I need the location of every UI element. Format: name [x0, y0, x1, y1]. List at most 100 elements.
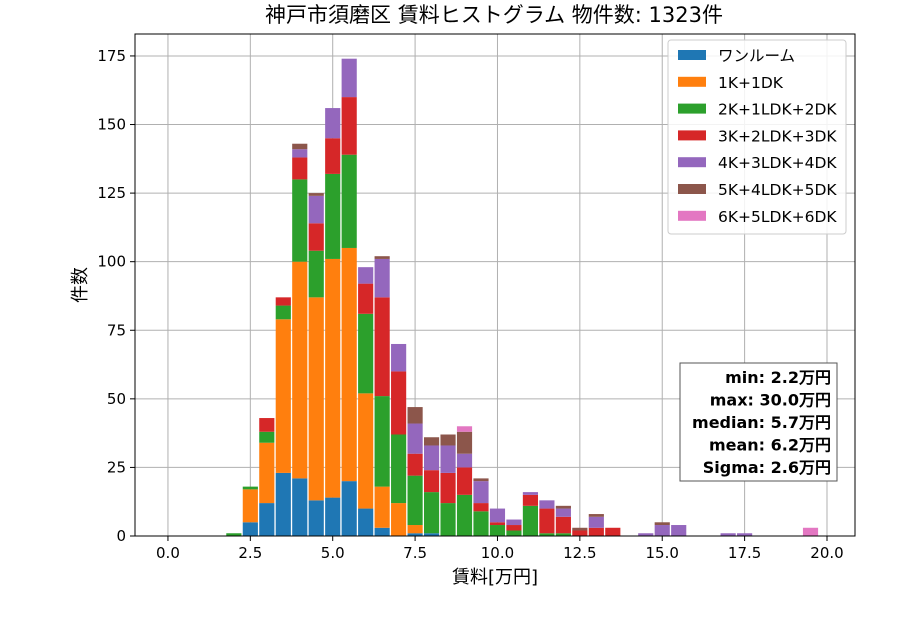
bar-segment	[440, 472, 456, 504]
bar-segment	[423, 470, 440, 493]
bar-segment	[292, 261, 308, 479]
x-tick-label: 10.0	[481, 544, 514, 562]
bar-segment	[325, 108, 341, 139]
x-axis-ticks: 0.0 2.5 5.0 7.5 10.0 12.5 15.0 17.5 20.0	[156, 536, 844, 562]
bar-segment	[440, 434, 456, 446]
bar-segment	[259, 442, 275, 504]
bar-segment	[308, 500, 324, 536]
x-tick-label: 0.0	[156, 544, 180, 562]
bar-segment	[555, 533, 571, 536]
bar-segment	[588, 514, 604, 517]
bar-segment	[456, 494, 473, 536]
bar-segment	[407, 423, 423, 454]
x-tick-label: 20.0	[810, 544, 843, 562]
x-tick-label: 17.5	[728, 544, 761, 562]
legend-label: 3K+2LDK+3DK	[718, 127, 837, 145]
bar-segment	[308, 195, 324, 224]
bar-segment	[506, 525, 522, 531]
bar-segment	[292, 143, 308, 150]
y-tick-label: 150	[97, 116, 126, 134]
y-axis-ticks: 0 25 50 75 100 125 150 175	[97, 47, 135, 545]
legend-label: 4K+3LDK+4DK	[718, 154, 837, 172]
bar-segment	[275, 472, 291, 536]
x-tick-label: 7.5	[403, 544, 427, 562]
bar-segment	[325, 173, 341, 259]
bar-segment	[275, 319, 291, 473]
bar-segment	[572, 527, 588, 531]
stats-line: min: 2.2万円	[725, 368, 831, 387]
bar-segment	[654, 525, 670, 536]
bar-segment	[423, 437, 440, 446]
legend-swatch	[678, 130, 706, 141]
legend: ワンルーム 1K+1DK 2K+1LDK+2DK 3K+2LDK+3DK 4K+3LDK…	[667, 39, 847, 235]
bar-segment	[374, 297, 390, 397]
bar-stacks	[226, 58, 819, 536]
bar-segment	[259, 418, 275, 432]
bar-segment	[358, 508, 374, 536]
bar-segment	[456, 431, 473, 454]
stats-line: mean: 6.2万円	[709, 436, 831, 455]
bar-segment	[292, 478, 308, 536]
bar-segment	[292, 157, 308, 180]
bar-segment	[341, 154, 357, 248]
bar-segment	[423, 533, 440, 536]
bar-segment	[358, 283, 374, 314]
bar-segment	[605, 527, 621, 536]
bar-segment	[391, 343, 407, 372]
bar-segment	[423, 445, 440, 471]
bar-segment	[737, 533, 753, 536]
bar-segment	[588, 527, 604, 536]
bar-segment	[473, 503, 489, 512]
bar-segment	[341, 97, 357, 155]
bar-segment	[489, 522, 506, 526]
bar-segment	[720, 533, 736, 536]
bar-segment	[358, 313, 374, 394]
bar-segment	[407, 525, 423, 534]
bar-segment	[539, 533, 555, 536]
bar-segment	[522, 492, 539, 495]
bar-segment	[473, 478, 489, 482]
bar-segment	[226, 533, 242, 536]
y-tick-label: 125	[97, 184, 126, 202]
bar-segment	[802, 527, 819, 536]
bar-segment	[242, 489, 258, 523]
bar-segment	[374, 396, 390, 487]
bar-segment	[275, 297, 291, 306]
chart-title: 神戸市須磨区 賃料ヒストグラム 物件数: 1323件	[265, 3, 723, 27]
x-tick-label: 2.5	[238, 544, 262, 562]
y-tick-label: 100	[97, 253, 126, 271]
bar-segment	[539, 508, 555, 534]
stats-line: Sigma: 2.6万円	[703, 458, 831, 477]
x-tick-label: 15.0	[646, 544, 679, 562]
y-axis-label: 件数	[70, 267, 91, 303]
bar-segment	[374, 258, 390, 298]
bar-segment	[555, 516, 571, 534]
stats-box-frame	[679, 362, 838, 482]
bar-segment	[325, 138, 341, 174]
bar-segment	[489, 525, 506, 536]
legend-label: 2K+1LDK+2DK	[718, 101, 837, 119]
bar-segment	[308, 250, 324, 298]
bar-segment	[522, 505, 539, 536]
bar-segment	[407, 533, 423, 536]
bar-segment	[407, 475, 423, 526]
bar-segment	[308, 223, 324, 251]
bar-segment	[242, 522, 258, 536]
bar-segment	[358, 267, 374, 284]
legend-label: 6K+5LDK+6DK	[718, 208, 837, 226]
bar-segment	[456, 467, 473, 495]
stats-line: median: 5.7万円	[692, 413, 831, 432]
legend-label: ワンルーム	[718, 47, 795, 65]
bar-segment	[489, 508, 506, 523]
legend-swatch	[678, 157, 706, 168]
bar-segment	[423, 492, 440, 534]
legend-swatch	[678, 50, 706, 60]
bar-segment	[292, 179, 308, 262]
bar-segment	[572, 530, 588, 536]
y-tick-label: 50	[107, 390, 126, 408]
bar-segment	[391, 371, 407, 435]
bar-segment	[341, 247, 357, 482]
bar-segment	[358, 393, 374, 509]
